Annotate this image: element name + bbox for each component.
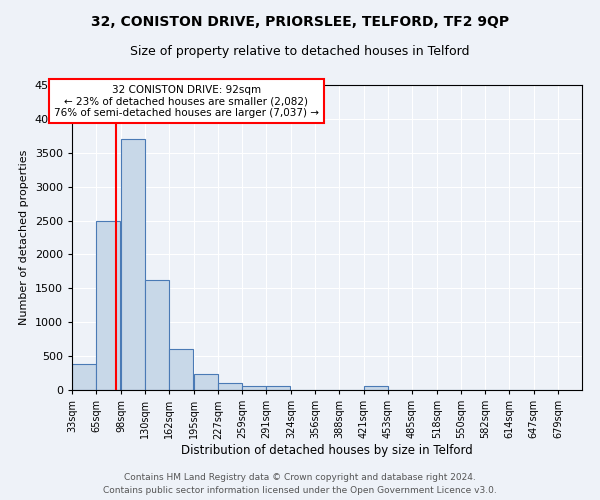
Bar [121, 139, 145, 390]
Bar [194, 374, 218, 390]
Text: 32, CONISTON DRIVE, PRIORSLEE, TELFORD, TF2 9QP: 32, CONISTON DRIVE, PRIORSLEE, TELFORD, … [91, 15, 509, 29]
Bar [169, 350, 193, 390]
Bar [218, 382, 242, 390]
Bar [242, 386, 266, 390]
Y-axis label: Number of detached properties: Number of detached properties [19, 150, 29, 325]
Bar [72, 364, 96, 390]
Text: Contains public sector information licensed under the Open Government Licence v3: Contains public sector information licen… [103, 486, 497, 495]
X-axis label: Distribution of detached houses by size in Telford: Distribution of detached houses by size … [181, 444, 473, 457]
Bar [96, 220, 120, 390]
Bar [145, 280, 169, 390]
Text: 32 CONISTON DRIVE: 92sqm
← 23% of detached houses are smaller (2,082)
76% of sem: 32 CONISTON DRIVE: 92sqm ← 23% of detach… [54, 84, 319, 118]
Bar [266, 386, 290, 390]
Text: Contains HM Land Registry data © Crown copyright and database right 2024.: Contains HM Land Registry data © Crown c… [124, 474, 476, 482]
Text: Size of property relative to detached houses in Telford: Size of property relative to detached ho… [130, 45, 470, 58]
Bar [364, 386, 388, 390]
